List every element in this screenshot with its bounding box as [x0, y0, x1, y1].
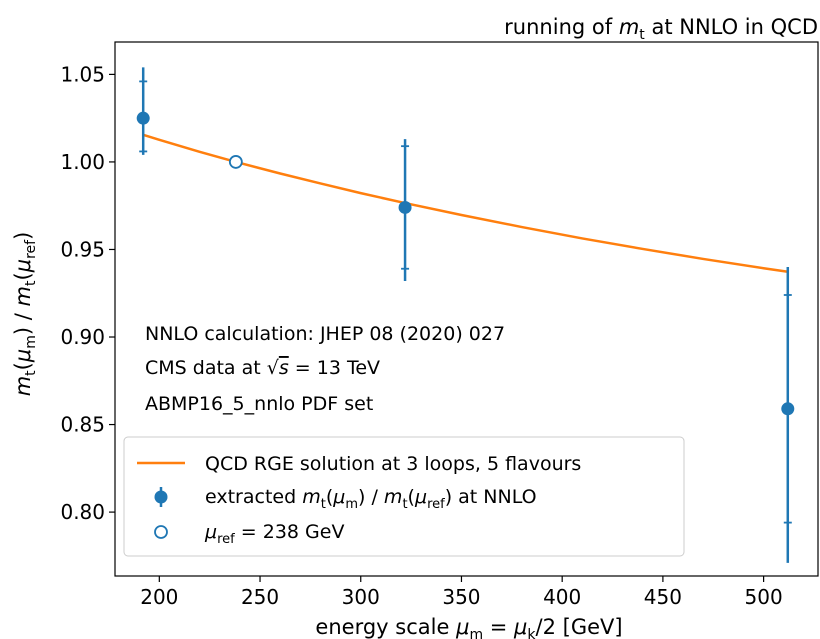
legend-label-curve: QCD RGE solution at 3 loops, 5 flavours — [205, 453, 581, 475]
x-tick-label: 450 — [644, 585, 682, 609]
y-tick-label: 0.90 — [60, 325, 105, 349]
plot-frame — [114, 41, 819, 577]
data-point — [781, 402, 795, 416]
legend-marker-data — [154, 490, 168, 504]
y-tick-label: 0.95 — [60, 237, 105, 261]
x-axis-label: energy scale μm = μk/2 [GeV] — [315, 615, 622, 639]
legend-label-data: extracted mt(μm) / mt(μref) at NNLO — [205, 486, 537, 512]
reference-point — [228, 155, 243, 169]
x-tick-label: 350 — [442, 585, 480, 609]
annotation-calculation: NNLO calculation: JHEP 08 (2020) 027 — [145, 323, 505, 345]
curve-layer — [142, 133, 788, 273]
x-tick-label: 400 — [543, 585, 581, 609]
y-tick-label: 0.80 — [60, 500, 105, 524]
y-axis-label: mt(μm) / mt(μref) — [11, 232, 39, 397]
x-tick-label: 200 — [140, 585, 178, 609]
y-tick-label: 1.00 — [60, 150, 105, 174]
legend-marker-reference — [154, 525, 168, 539]
legend: QCD RGE solution at 3 loops, 5 flavours … — [123, 436, 685, 557]
annotation-data: CMS data at √s = 13 TeV — [145, 357, 380, 379]
data-point — [398, 200, 412, 214]
legend-box — [123, 436, 685, 557]
y-tick-label: 0.85 — [60, 413, 105, 437]
x-tick-label: 500 — [745, 585, 783, 609]
rge-curve — [142, 133, 788, 273]
points-layer — [136, 67, 795, 563]
y-tick-label: 1.05 — [60, 62, 105, 86]
annotation-pdf: ABMP16_5_nnlo PDF set — [145, 393, 373, 415]
data-point — [136, 111, 150, 125]
x-tick-label: 250 — [241, 585, 279, 609]
legend-label-reference: μref = 238 GeV — [204, 521, 344, 547]
x-tick-label: 300 — [342, 585, 380, 609]
chart-title: running of mt at NNLO in QCD — [504, 15, 818, 43]
axes-layer: 200 250 300 350 400 450 500 0.80 0.85 0.90 0.95 1.0… — [60, 41, 819, 609]
